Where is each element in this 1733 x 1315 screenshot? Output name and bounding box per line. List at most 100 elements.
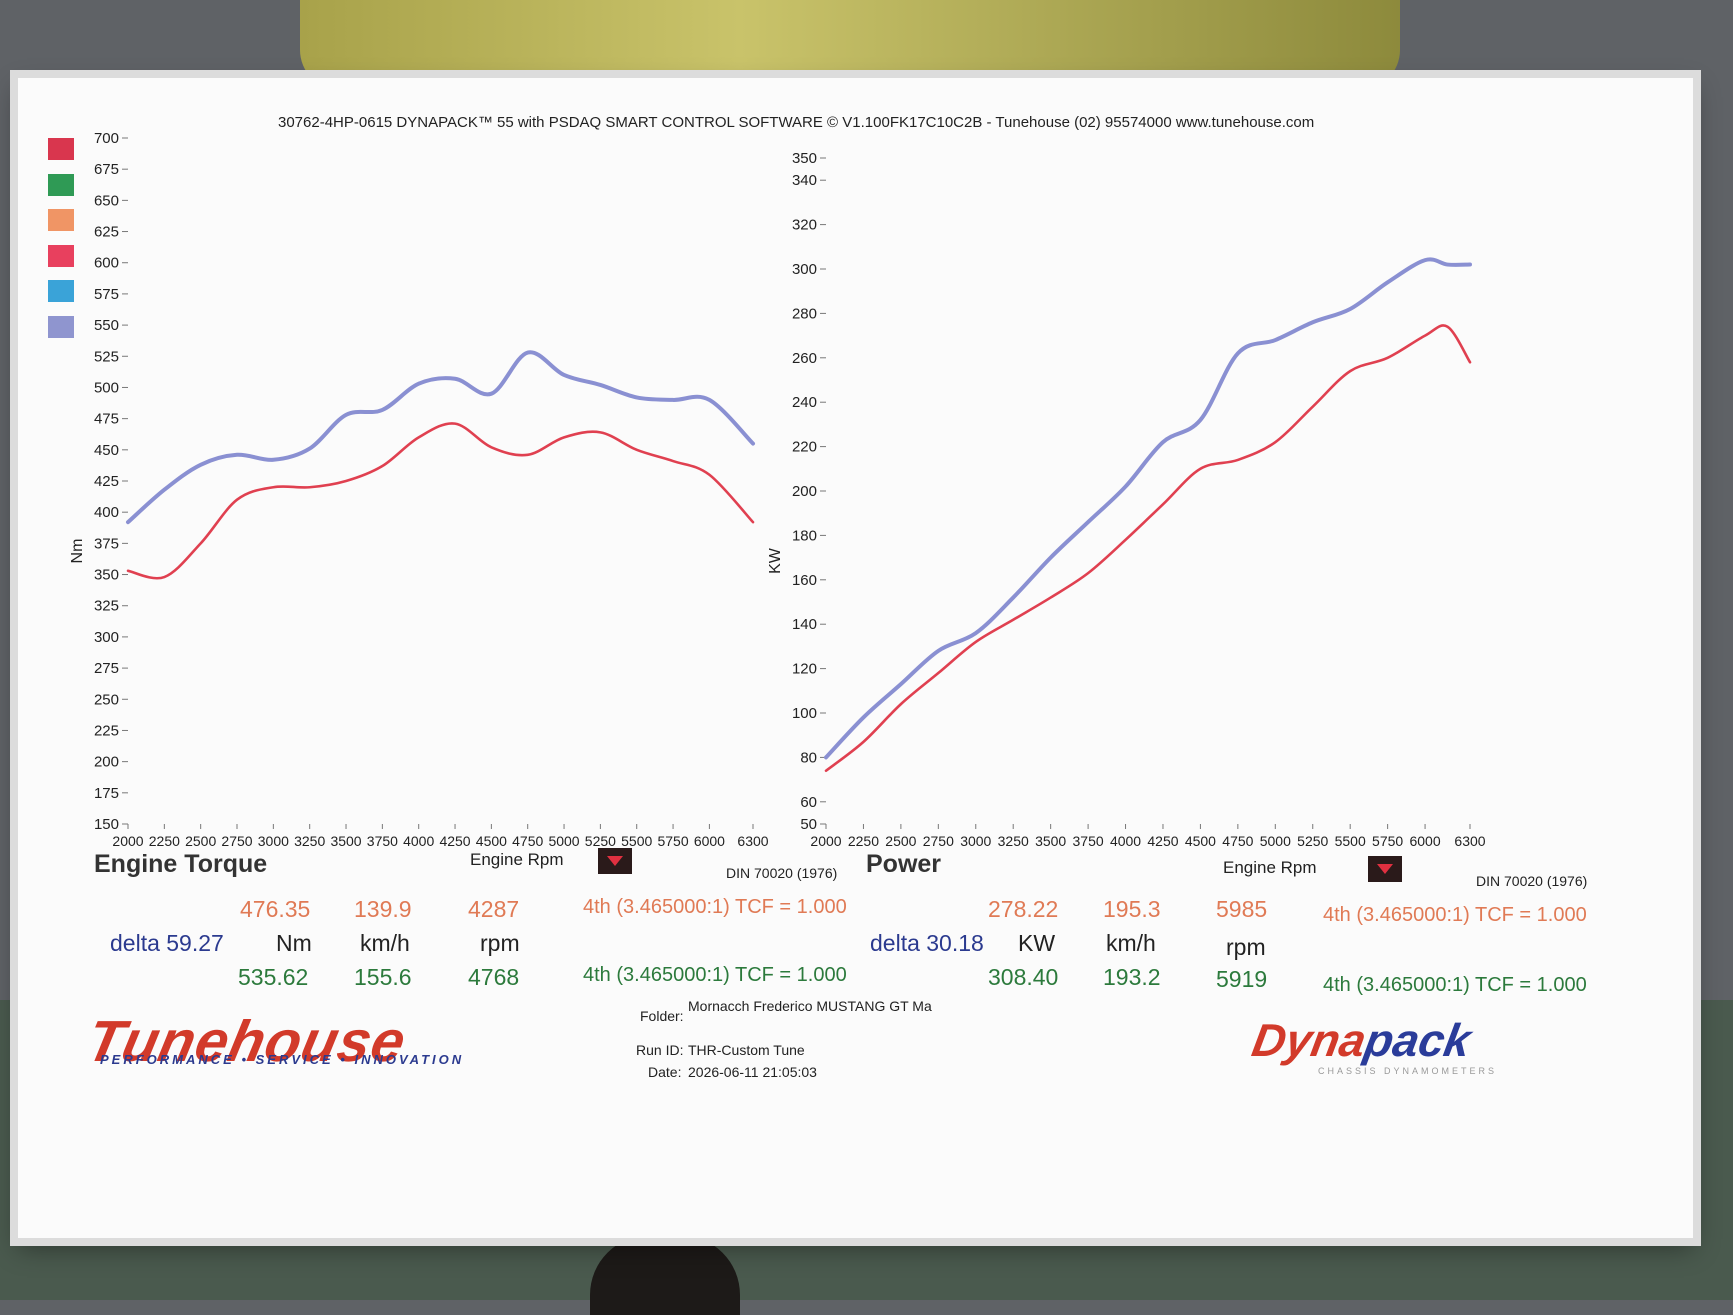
torque-standard: DIN 70020 (1976) <box>726 865 838 881</box>
power-ytick-label-10: 240 <box>792 394 817 411</box>
legend-swatch-3 <box>48 209 74 231</box>
power-xtick-label-0: 2000 <box>810 833 841 849</box>
power-xtick-label-15: 5750 <box>1372 833 1403 849</box>
torque-series-0 <box>126 422 755 580</box>
power-ytick-label-15: 340 <box>792 172 817 189</box>
power-row2-value: 308.40 <box>988 964 1059 990</box>
legend-swatch-1 <box>48 138 74 160</box>
torque-xtick-label-5: 3250 <box>294 833 325 849</box>
power-row1-rpm: 5985 <box>1216 896 1268 922</box>
power-ytick-label-7: 180 <box>792 527 817 544</box>
power-xtick-label-3: 2750 <box>923 833 954 849</box>
date-label: Date: <box>648 1064 682 1080</box>
power-ylabel: KW <box>767 547 784 574</box>
torque-row1-rpm: 4287 <box>468 896 520 922</box>
torque-unit-value: Nm <box>276 930 312 956</box>
torque-row2-rpm: 4768 <box>468 964 520 990</box>
torque-xtick-label-14: 5500 <box>621 833 652 849</box>
torque-xtick-label-0: 2000 <box>112 833 143 849</box>
torque-ylabel: Nm <box>69 539 86 564</box>
dynapack-logo: Dynapack <box>1248 1013 1475 1067</box>
torque-xtick-label-17: 6300 <box>737 833 768 849</box>
power-xtick-label-13: 5250 <box>1297 833 1328 849</box>
power-row2-speed: 193.2 <box>1103 964 1161 990</box>
dyno-charts: 150 175 200 225 250 275 300 325 350 375 400 425 450 4… <box>69 130 1486 849</box>
power-series-0 <box>824 324 1472 773</box>
power-xtick-label-1: 2250 <box>848 833 879 849</box>
power-row1-gear: 4th (3.465000:1) TCF = 1.000 <box>1323 904 1587 926</box>
power-xtick-label-2: 2500 <box>885 833 916 849</box>
torque-ytick-label-21: 675 <box>94 161 119 178</box>
torque-unit-rpm: rpm <box>480 930 520 956</box>
power-ytick-label-8: 200 <box>792 483 817 500</box>
legend-swatches <box>48 138 74 351</box>
dyno-sheet: 30762-4HP-0615 DYNAPACK™ 55 with PSDAQ S… <box>18 78 1693 1238</box>
power-delta: delta 30.18 <box>870 930 984 956</box>
power-ytick-label-3: 100 <box>792 705 817 722</box>
power-xtick-label-16: 6000 <box>1409 833 1440 849</box>
tunehouse-tagline: PERFORMANCE • SERVICE • INNOVATION <box>100 1052 465 1067</box>
power-ytick-label-5: 140 <box>792 616 817 633</box>
legend-swatch-6 <box>48 315 74 338</box>
torque-xtick-label-3: 2750 <box>221 833 252 849</box>
torque-ytick-label-16: 550 <box>94 317 119 334</box>
run-label: Run ID: <box>636 1042 684 1058</box>
dynapack-logo-b: pack <box>1360 1014 1475 1066</box>
dynapack-logo-a: Dyna <box>1248 1014 1371 1066</box>
torque-ytick-label-3: 225 <box>94 722 119 739</box>
torque-ytick-label-10: 400 <box>94 504 119 521</box>
power-xtick-label-10: 4500 <box>1185 833 1216 849</box>
torque-ytick-label-15: 525 <box>94 348 119 365</box>
torque-ytick-label-2: 200 <box>94 754 119 771</box>
torque-xtick-label-1: 2250 <box>149 833 180 849</box>
torque-ytick-label-12: 450 <box>94 442 119 459</box>
torque-row1-gear: 4th (3.465000:1) TCF = 1.000 <box>583 896 847 918</box>
power-row1-speed: 195.3 <box>1103 896 1161 922</box>
power-unit-value: KW <box>1018 930 1056 956</box>
power-ytick-label-12: 280 <box>792 305 817 322</box>
power-xlabel: Engine Rpm <box>1223 858 1317 877</box>
torque-xtick-label-16: 6000 <box>694 833 725 849</box>
power-xtick-label-11: 4750 <box>1222 833 1253 849</box>
torque-ytick-label-7: 325 <box>94 598 119 615</box>
power-xtick-label-5: 3250 <box>998 833 1029 849</box>
torque-ytick-label-17: 575 <box>94 286 119 303</box>
power-ytick-label-4: 120 <box>792 661 817 678</box>
torque-rpm-dropdown[interactable] <box>598 848 632 874</box>
background-fabric <box>300 0 1400 90</box>
legend-swatch-4 <box>48 244 74 267</box>
sheet-header: 30762-4HP-0615 DYNAPACK™ 55 with PSDAQ S… <box>278 114 1315 131</box>
torque-ytick-label-22: 700 <box>94 130 119 147</box>
torque-row1-value: 476.35 <box>240 896 311 922</box>
torque-row1-speed: 139.9 <box>354 896 412 922</box>
power-unit-speed: km/h <box>1106 930 1156 956</box>
torque-xtick-label-2: 2500 <box>185 833 216 849</box>
torque-ytick-label-11: 425 <box>94 473 119 490</box>
power-xtick-label-17: 6300 <box>1454 833 1485 849</box>
torque-xtick-label-7: 3750 <box>367 833 398 849</box>
power-ytick-label-9: 220 <box>792 439 817 456</box>
power-row2-gear: 4th (3.465000:1) TCF = 1.000 <box>1323 974 1587 996</box>
torque-xtick-label-10: 4500 <box>476 833 507 849</box>
power-ytick-label-11: 260 <box>792 350 817 367</box>
torque-delta: delta 59.27 <box>110 930 224 956</box>
power-unit-rpm: rpm <box>1226 934 1266 960</box>
power-ytick-label-14: 320 <box>792 217 817 234</box>
torque-ytick-label-13: 475 <box>94 411 119 428</box>
torque-ytick-label-4: 250 <box>94 691 119 708</box>
torque-ytick-label-6: 300 <box>94 629 119 646</box>
legend-swatch-2 <box>48 173 74 196</box>
dynapack-tagline: CHASSIS DYNAMOMETERS <box>1318 1066 1498 1076</box>
power-row2-rpm: 5919 <box>1216 966 1268 992</box>
torque-ytick-label-14: 500 <box>94 379 119 396</box>
power-xtick-label-12: 5000 <box>1260 833 1291 849</box>
power-xtick-label-14: 5500 <box>1335 833 1366 849</box>
torque-xtick-label-13: 5250 <box>585 833 616 849</box>
power-rpm-dropdown[interactable] <box>1368 856 1402 882</box>
power-xtick-label-6: 3500 <box>1035 833 1066 849</box>
power-ytick-label-0: 50 <box>800 816 817 833</box>
run-value: THR-Custom Tune <box>688 1042 805 1058</box>
torque-xtick-label-6: 3500 <box>330 833 361 849</box>
torque-ytick-label-19: 625 <box>94 224 119 241</box>
torque-title: Engine Torque <box>94 850 268 878</box>
